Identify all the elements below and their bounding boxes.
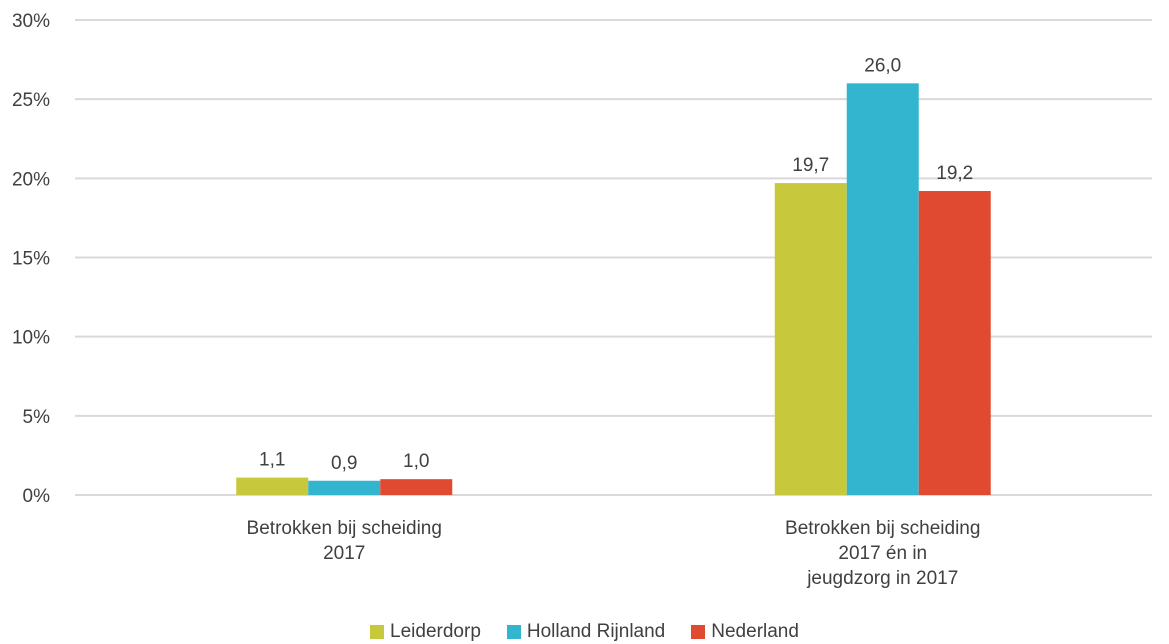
legend-label: Nederland bbox=[711, 621, 799, 642]
data-label: 1,0 bbox=[403, 451, 429, 472]
bar-holland-rijnland bbox=[308, 480, 381, 495]
legend-item: Nederland bbox=[691, 621, 799, 643]
data-label: 26,0 bbox=[864, 55, 901, 76]
y-tick-label: 5% bbox=[23, 407, 51, 428]
data-labels: 1,1 0,9 1,0 19,7 26,0 19,2 bbox=[259, 55, 973, 473]
gridlines bbox=[75, 19, 1152, 496]
legend-swatch bbox=[691, 625, 706, 639]
y-tick-label: 30% bbox=[12, 11, 50, 32]
y-tick-label: 0% bbox=[23, 486, 51, 507]
data-label: 0,9 bbox=[331, 453, 357, 474]
data-label: 19,7 bbox=[792, 155, 829, 176]
bar-chart: 0% 5% 10% 15% 20% 25% 30% 1,1 0,9 1,0 19,7 26,0 19,… bbox=[12, 11, 1152, 589]
bar-leiderdorp bbox=[774, 183, 847, 496]
y-tick-label: 20% bbox=[12, 169, 50, 190]
x-tick-label: Betrokken bij scheiding 2017 bbox=[247, 518, 442, 564]
bar-leiderdorp bbox=[236, 477, 309, 495]
y-tick-label: 25% bbox=[12, 90, 50, 111]
data-label: 19,2 bbox=[936, 163, 973, 184]
bar-holland-rijnland bbox=[846, 83, 919, 495]
y-tick-label: 10% bbox=[12, 328, 50, 349]
legend-label: Holland Rijnland bbox=[526, 621, 666, 642]
legend-swatch bbox=[506, 625, 521, 639]
data-label: 1,1 bbox=[259, 450, 285, 471]
bar-nederland bbox=[380, 479, 453, 495]
legend-item: Leiderdorp bbox=[370, 621, 481, 643]
y-axis: 0% 5% 10% 15% 20% 25% 30% bbox=[12, 11, 50, 507]
x-axis: Betrokken bij scheiding 2017 Betrokken bij… bbox=[247, 518, 981, 589]
x-tick-label: Betrokken bij scheiding 2017 én in jeugdzo… bbox=[785, 518, 980, 589]
bars bbox=[236, 83, 991, 496]
legend-swatch bbox=[370, 625, 385, 639]
y-tick-label: 15% bbox=[12, 249, 50, 270]
legend-label: Leiderdorp bbox=[390, 621, 481, 642]
legend: Leiderdorp Holland Rijnland Nederland bbox=[0, 620, 1169, 644]
legend-item: Holland Rijnland bbox=[506, 621, 666, 643]
bar-nederland bbox=[918, 191, 991, 495]
